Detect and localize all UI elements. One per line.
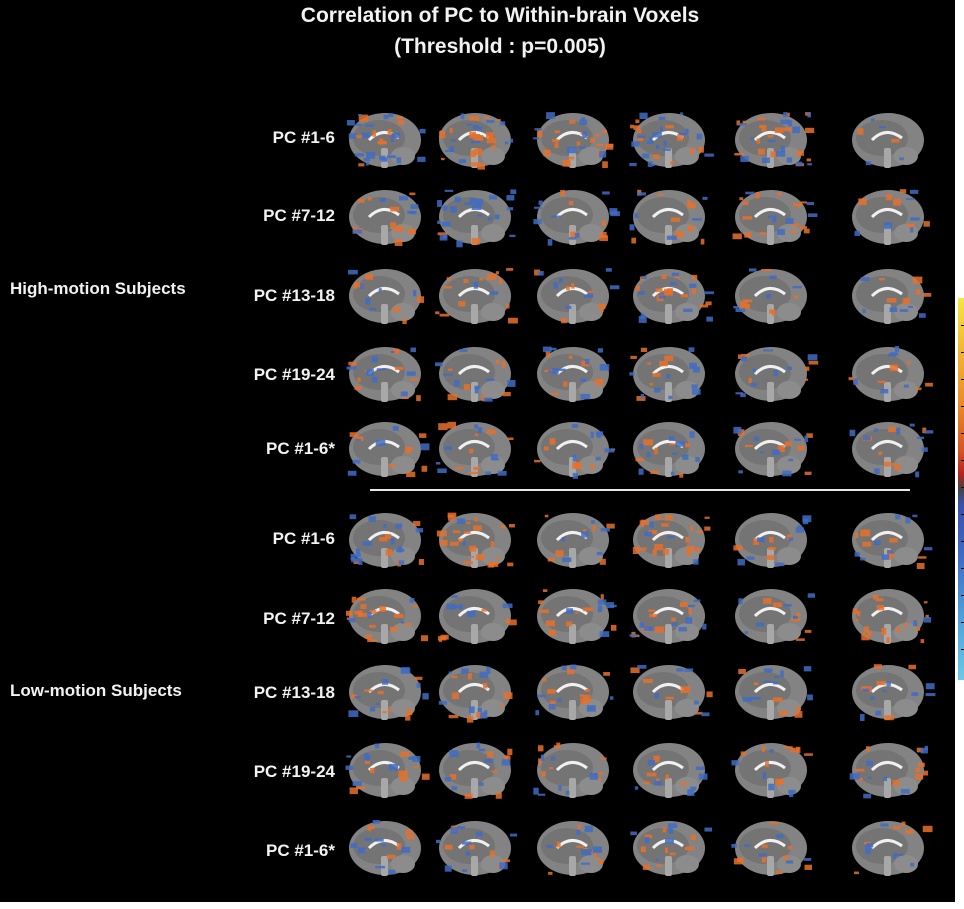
brain-slice-image [537,589,617,644]
colorbar-tick [961,433,964,434]
brain-slice-image [537,346,610,402]
colorbar-tick [961,541,964,542]
brain-slice-image [632,513,711,568]
brain-slice-image [633,422,705,478]
brain-slice-image [437,189,517,248]
brain-slice-image [346,113,426,168]
brain-slice-image [436,821,518,876]
brain-slice-image [630,665,713,720]
colorbar-tick [961,379,964,380]
brain-slice-image [439,113,514,170]
brain-slice-image [345,589,429,644]
colorbar-tick [961,595,964,596]
brain-slice-image [534,268,620,324]
brain-slice-image [349,190,421,246]
brain-slice-image [848,346,933,402]
figure-subtitle: (Threshold : p=0.005) [394,35,606,58]
brain-slice-image [435,347,516,402]
brain-slice-image [535,664,614,720]
row-label: PC #13-18 [253,683,335,702]
group-label-high-motion: High-motion Subjects [10,279,186,298]
row-label: PC #7-12 [263,609,335,628]
brain-slice-image [435,421,514,477]
brain-slice-image [852,664,936,722]
brain-slice-image [348,665,429,721]
brain-slice-image [852,189,930,245]
brain-slice-image [731,743,813,798]
colorbar-tick [961,487,964,488]
brain-slice-image [439,742,513,799]
colorbar-tick [961,649,964,650]
figure-title: Correlation of PC to Within-brain Voxels [300,4,700,27]
brain-slice-image [629,112,714,168]
brain-slice-image [733,268,807,324]
brain-slice-image [537,513,615,568]
brain-slice-image [345,743,430,798]
row-label: PC #19-24 [253,365,335,384]
row-label: PC #19-24 [253,762,335,781]
brain-slice-image [633,743,708,798]
row-label: PC #1-6* [266,439,335,458]
brain-slice-image [735,589,816,644]
brain-slice-image [346,347,421,402]
colorbar-tick [961,406,964,407]
brain-slice-image [735,665,813,720]
brain-slice-image [629,589,707,644]
brain-slice-image [533,189,621,246]
row-label: PC #1-6* [266,841,335,860]
brain-slice-image [347,422,430,478]
brain-slice-image [734,112,815,168]
brain-slice-image [733,513,812,568]
brain-slice-image [735,347,819,402]
brain-slice-image [537,821,609,876]
brain-slice-image [852,821,933,876]
brain-slice-image [533,112,614,169]
colorbar-tick [961,568,964,569]
brain-slice-image [534,422,616,479]
row-label: PC #1-6 [272,529,335,548]
brain-slice-image [349,820,421,876]
brain-slice-image [437,589,517,644]
brain-slice-image [533,742,609,798]
brain-slice-image [852,113,924,168]
brain-slice-image [849,422,934,478]
brain-slice-image [852,513,933,570]
brain-slice-image [731,821,813,876]
brain-slice-image [629,189,708,245]
brain-slice-image [436,512,515,568]
colorbar-tick [961,622,964,623]
colorbar-tick [961,352,964,353]
brain-slice-image [733,422,813,477]
brain-slice-image [438,665,513,723]
group-divider [370,489,910,491]
correlation-colorbar [958,298,964,680]
colorbar-tick [961,325,964,326]
colorbar-tick [961,460,964,461]
brain-slice-image [629,347,705,402]
brain-slice-image [347,269,425,325]
brain-slice-image [849,743,928,799]
row-label: PC #7-12 [263,206,335,225]
row-label: PC #1-6 [272,128,335,147]
brain-slice-image [633,269,714,324]
brain-slice-image [630,821,713,876]
brain-slice-image [435,268,518,324]
colorbar-tick [961,514,964,515]
brain-slice-image [852,269,932,324]
brain-slice-image [852,589,932,644]
group-label-low-motion: Low-motion Subjects [10,681,182,700]
brain-slice-image [349,513,424,568]
brain-slice-image [732,190,818,245]
row-label: PC #13-18 [253,286,335,305]
